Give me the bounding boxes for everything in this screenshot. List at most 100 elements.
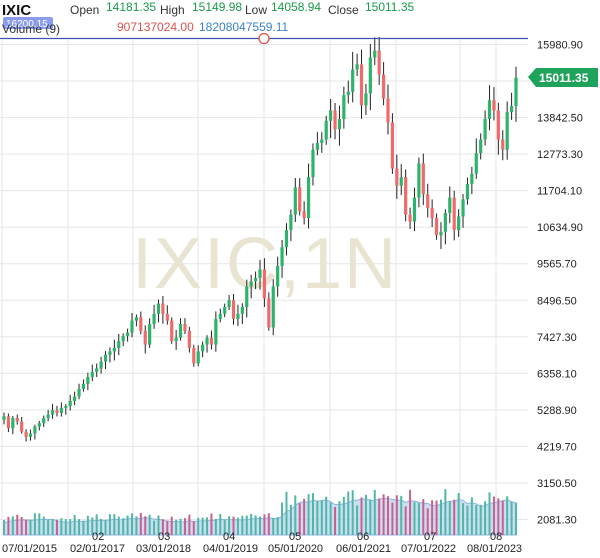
candle-up (337, 119, 342, 130)
volume-bar (20, 517, 23, 535)
candle-up (64, 406, 68, 408)
candle-up (223, 306, 227, 314)
y-tick-label: 3150.50 (537, 478, 577, 490)
ticker-symbol: IXIC (2, 2, 31, 19)
candle-up (86, 377, 90, 384)
x-tick-label: 05/01/2020 (268, 543, 323, 555)
volume-bar (484, 501, 487, 535)
volume-bar (3, 520, 5, 535)
candle-up (245, 286, 249, 307)
candle-down (390, 122, 395, 169)
volume-bar (135, 516, 138, 535)
volume-bar (210, 513, 213, 535)
volume-bar (444, 489, 447, 535)
volume-bar (351, 490, 354, 535)
volume-bar (435, 500, 438, 535)
volume-bar (69, 519, 72, 535)
high-line-handle[interactable] (258, 32, 270, 45)
open-label: Open (70, 3, 99, 17)
volume-bar (320, 500, 323, 535)
x-tick-label: 02/01/2017 (70, 543, 125, 555)
candle-down (395, 168, 399, 186)
volume-bar (298, 503, 301, 535)
candle-up (364, 93, 368, 106)
candle-down (55, 410, 59, 413)
volume-bar (448, 501, 451, 535)
candle-up (280, 247, 284, 266)
volume-bar (378, 498, 381, 535)
candle-up (37, 423, 41, 427)
y-tick-label: 6358.10 (537, 368, 577, 380)
volume-bar (228, 516, 231, 535)
candle-up (178, 324, 183, 338)
x-tick-minor-label: 04 (223, 531, 235, 543)
candle-up (148, 324, 152, 345)
candle-up (324, 120, 328, 140)
candle-down (496, 110, 500, 140)
candle-up (152, 313, 156, 325)
volume-bar (466, 505, 469, 535)
volume-bar (422, 499, 425, 535)
volume-bar (515, 502, 517, 535)
candle-up (320, 139, 324, 143)
volume-bar (29, 519, 32, 535)
volume-bar (382, 494, 385, 535)
candle-up (33, 426, 37, 434)
volume-bar (417, 503, 420, 535)
volume-bar (47, 519, 50, 535)
volume-bar (131, 513, 133, 535)
volume-label: Volume (9) (2, 22, 60, 36)
volume-bar (192, 520, 195, 535)
volume-bar (241, 515, 244, 535)
candle-up (509, 105, 514, 113)
volume-bar (117, 516, 120, 535)
candle-down (377, 50, 381, 75)
volume-bar (86, 515, 89, 535)
candle-down (426, 194, 430, 208)
candle-down (187, 330, 191, 348)
candle-up (249, 281, 253, 287)
volume-bar (431, 500, 434, 535)
candle-up (346, 91, 350, 96)
volume-bar (285, 491, 288, 535)
volume-bar (334, 506, 337, 535)
candle-down (408, 214, 412, 222)
candle-down (501, 139, 505, 150)
candle-down (24, 431, 28, 437)
candle-up (156, 303, 161, 314)
volume-bar (338, 501, 341, 535)
volume-bar (311, 493, 314, 535)
candle-up (439, 231, 443, 236)
volume-bar (395, 495, 398, 535)
candle-up (90, 371, 94, 378)
volume-bar (281, 502, 284, 535)
volume-bar (122, 518, 125, 535)
candle-up (117, 341, 121, 348)
x-tick-label: 07/01/2022 (401, 543, 456, 555)
candle-up (412, 197, 417, 222)
candle-up (368, 57, 372, 94)
volume-bar (250, 513, 253, 535)
candle-down (452, 197, 456, 231)
candle-up (276, 265, 280, 287)
volume-bar (506, 496, 509, 535)
volume-bar (360, 497, 363, 535)
volume-bar (108, 514, 111, 535)
volume-bar (479, 504, 482, 535)
volume-bar (219, 513, 222, 535)
candle-up (73, 396, 77, 401)
volume-bar (457, 493, 460, 535)
volume-bar (391, 502, 394, 535)
candle-down (15, 418, 19, 422)
candle-up (112, 347, 116, 352)
candle-down (404, 177, 408, 215)
volume-bar (303, 498, 306, 535)
volume-bar (201, 517, 204, 535)
candle-up (68, 400, 72, 407)
volume-bar (439, 499, 442, 535)
volume-bar (232, 516, 235, 535)
candle-up (474, 153, 478, 174)
volume-bar (7, 516, 10, 535)
volume-bar (100, 518, 103, 535)
